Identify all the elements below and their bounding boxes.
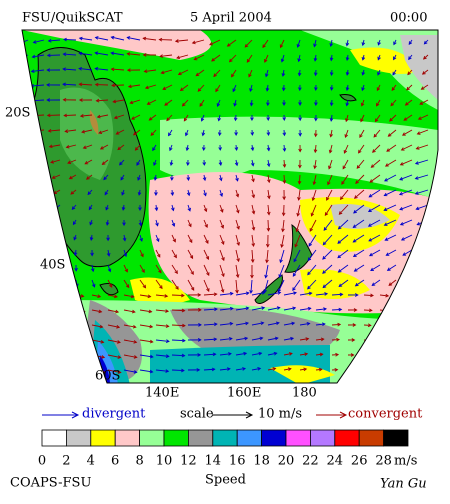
lon-label: 140E (145, 386, 179, 401)
time: 00:00 (390, 11, 427, 26)
lat-label: 40S (40, 258, 65, 273)
colorbar-tick: 8 (135, 454, 143, 469)
color-box (384, 430, 408, 446)
colorbar-tick: 26 (351, 454, 368, 469)
author: Yan Gu (380, 477, 427, 492)
wind-arrow (172, 295, 184, 296)
color-box (164, 430, 188, 446)
color-box (91, 430, 115, 446)
colorbar-tick: 10 (156, 454, 173, 469)
wind-arrow (64, 115, 76, 116)
credit: COAPS-FSU (10, 476, 91, 491)
color-box (140, 430, 164, 446)
color-box (262, 430, 286, 446)
colorbar-tick: 4 (87, 454, 95, 469)
colorbar-tick: 28 (375, 454, 392, 469)
colorbar-tick: 6 (111, 454, 119, 469)
colorbar-tick: 14 (205, 454, 222, 469)
color-box (237, 430, 261, 446)
color-box (359, 430, 383, 446)
convergent-label: convergent (348, 407, 423, 422)
colorbar-title: Speed (205, 473, 246, 488)
colorbar-unit: m/s (394, 454, 417, 469)
color-box (115, 430, 139, 446)
colorbar-tick: 2 (62, 454, 70, 469)
wind-arrow (268, 220, 269, 231)
wind-arrow (64, 39, 76, 40)
color-box (42, 430, 66, 446)
wind-arrow (172, 310, 185, 311)
wind-arrow (172, 370, 184, 371)
product: FSU/QuikSCAT (22, 11, 123, 26)
scale-label: scale (180, 407, 214, 422)
wind-arrow (172, 355, 185, 356)
colorbar-tick: 20 (278, 454, 295, 469)
divergent-label: divergent (82, 407, 146, 422)
lat-label: 60S (95, 369, 120, 384)
colorbar-tick: 0 (38, 454, 46, 469)
color-box (286, 430, 310, 446)
color-box (188, 430, 212, 446)
scale-value: 10 m/s (258, 407, 302, 422)
color-box (335, 430, 359, 446)
lon-label: 160E (227, 386, 261, 401)
lon-label: 180 (292, 386, 317, 401)
date: 5 April 2004 (190, 11, 272, 26)
color-box (213, 430, 237, 446)
colorbar-tick: 24 (327, 454, 344, 469)
colorbar-tick: 18 (253, 454, 270, 469)
color-box (310, 430, 334, 446)
colorbar-tick: 22 (302, 454, 319, 469)
lat-label: 20S (5, 106, 30, 121)
colorbar-tick: 12 (180, 454, 197, 469)
colorbar-tick: 16 (229, 454, 246, 469)
color-box (66, 430, 90, 446)
